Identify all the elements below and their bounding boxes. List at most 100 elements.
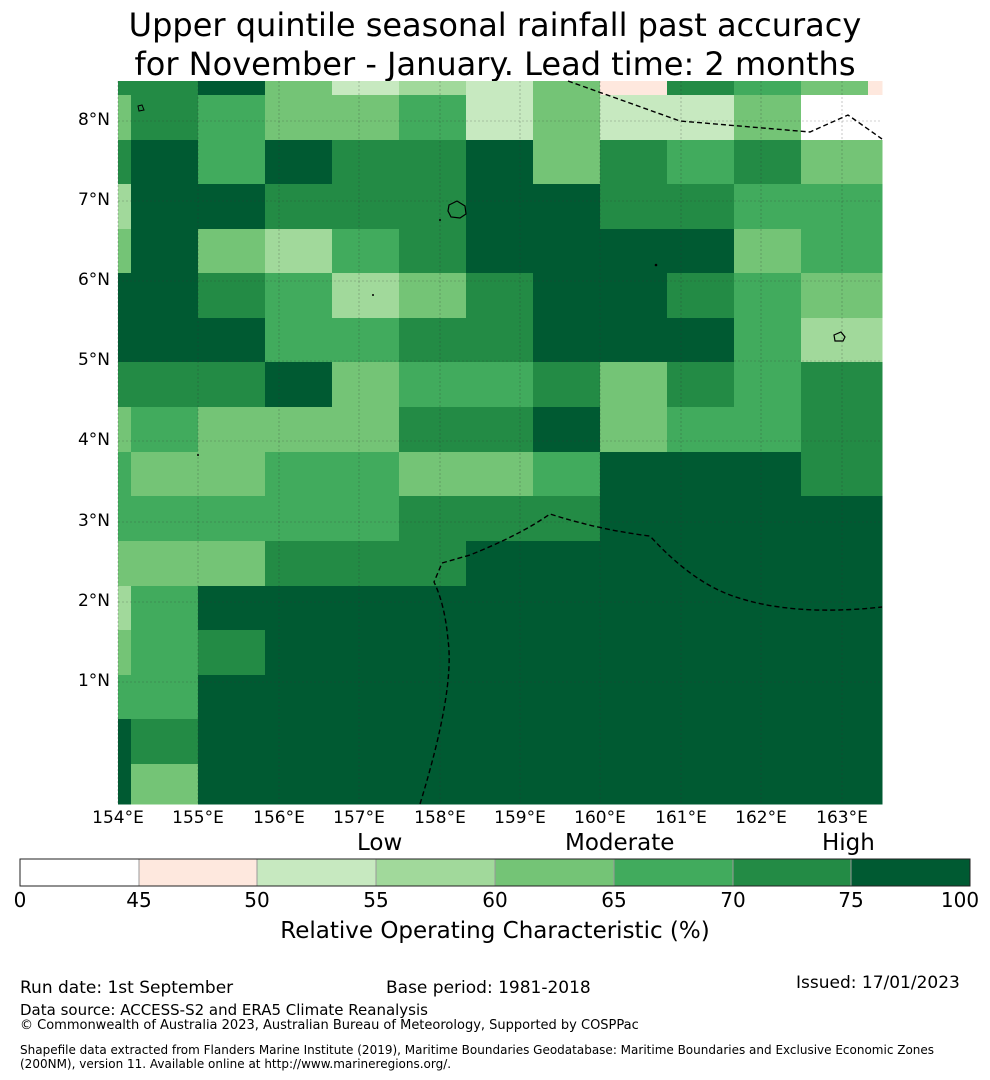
colorbar-tick-label: 60 xyxy=(482,888,508,912)
roc-grid-cell xyxy=(667,273,735,319)
roc-grid-cell xyxy=(399,407,467,453)
roc-grid-cell xyxy=(131,184,199,230)
roc-grid-cell xyxy=(466,407,534,453)
latitude-label: 8°N xyxy=(77,110,110,130)
roc-grid-cell xyxy=(399,675,467,720)
roc-grid-cell xyxy=(600,719,668,765)
roc-grid-cell xyxy=(466,81,534,96)
roc-grid-cell xyxy=(533,81,601,96)
shapefile-credit-line-1: Shapefile data extracted from Flanders M… xyxy=(20,1043,935,1057)
roc-grid-cell xyxy=(868,184,883,230)
roc-grid-cell xyxy=(600,541,668,587)
roc-grid-cell xyxy=(198,318,266,363)
roc-grid-cell xyxy=(332,318,400,363)
longitude-label: 161°E xyxy=(655,808,707,828)
roc-grid-cell xyxy=(466,586,534,631)
roc-grid-cell xyxy=(600,95,668,141)
roc-grid-cell xyxy=(131,273,199,319)
roc-grid-cell xyxy=(533,95,601,141)
roc-grid-cell xyxy=(868,273,883,319)
roc-grid-cell xyxy=(600,675,668,720)
roc-grid-cell xyxy=(198,81,266,96)
roc-grid-cell xyxy=(533,407,601,453)
colorbar-segment xyxy=(256,858,377,887)
roc-grid-cell xyxy=(667,229,735,274)
islands xyxy=(137,104,846,456)
colorbar-tick-label: 75 xyxy=(838,888,864,912)
roc-grid-cell xyxy=(801,184,869,230)
roc-grid-cell xyxy=(131,675,199,720)
latitude-label: 5°N xyxy=(77,350,110,370)
roc-grid-cell xyxy=(734,229,802,274)
roc-grid-cell xyxy=(131,362,199,408)
roc-grid-cell xyxy=(600,184,668,230)
roc-grid-cell xyxy=(801,452,869,497)
roc-grid-cell xyxy=(466,273,534,319)
roc-grid-cell xyxy=(533,184,601,230)
roc-grid-cell xyxy=(868,719,883,765)
roc-grid-cell xyxy=(198,362,266,408)
roc-grid-cell xyxy=(734,675,802,720)
roc-grid-cell xyxy=(118,586,132,631)
roc-grid-cell xyxy=(801,541,869,587)
roc-grid-cell xyxy=(131,407,199,453)
roc-grid-cell xyxy=(118,95,132,141)
roc-grid-cell xyxy=(265,362,333,408)
roc-grid-cell xyxy=(131,140,199,185)
roc-grid-cell xyxy=(533,140,601,185)
colorbar-tick-label: 50 xyxy=(244,888,270,912)
latitude-label: 7°N xyxy=(77,190,110,210)
roc-grid-cell xyxy=(198,675,266,720)
roc-grid-cell xyxy=(265,407,333,453)
longitude-label: 156°E xyxy=(253,808,305,828)
roc-grid-cell xyxy=(118,318,132,363)
roc-grid-cell xyxy=(801,764,869,805)
roc-grid-cell xyxy=(600,318,668,363)
graticule xyxy=(117,81,882,804)
roc-grid-cell xyxy=(466,630,534,676)
latitude-label: 4°N xyxy=(77,430,110,450)
roc-grid-cell xyxy=(198,273,266,319)
roc-grid-cell xyxy=(131,586,199,631)
roc-grid-cell xyxy=(466,764,534,805)
roc-grid-cell xyxy=(118,496,132,542)
roc-grid-cell xyxy=(801,362,869,408)
roc-grid-cell xyxy=(734,630,802,676)
roc-grid-cell xyxy=(466,541,534,587)
roc-grid-cell xyxy=(667,719,735,765)
colorbar-tick-label: 55 xyxy=(363,888,389,912)
colorbar-segment xyxy=(138,858,258,887)
roc-grid-cell xyxy=(198,586,266,631)
latitude-label: 2°N xyxy=(77,591,110,611)
roc-grid-cell xyxy=(198,764,266,805)
roc-grid-cell xyxy=(667,81,735,96)
roc-grid-cell xyxy=(466,719,534,765)
roc-grid-cell xyxy=(801,675,869,720)
roc-grid-cell xyxy=(332,541,400,587)
roc-grid-cell xyxy=(466,496,534,542)
roc-grid-cell xyxy=(118,630,132,676)
shapefile-credit-line-2: (200NM), version 11. Available online at… xyxy=(20,1057,452,1071)
roc-grid-cell xyxy=(118,675,132,720)
roc-grid-cell xyxy=(198,140,266,185)
roc-grid-cell xyxy=(265,229,333,274)
colorbar-tick-label: 45 xyxy=(126,888,152,912)
colorbar-tick-label: 70 xyxy=(720,888,746,912)
roc-grid-cell xyxy=(118,452,132,497)
roc-grid-cell xyxy=(332,764,400,805)
roc-grid-cell xyxy=(265,719,333,765)
roc-grid-cell xyxy=(332,407,400,453)
roc-grid-cell xyxy=(734,318,802,363)
map-title-line-1: Upper quintile seasonal rainfall past ac… xyxy=(128,6,862,44)
roc-grid-cell xyxy=(801,407,869,453)
roc-grid-cell xyxy=(801,496,869,542)
roc-grid-cell xyxy=(868,229,883,274)
roc-grid-cell xyxy=(118,81,132,96)
roc-grid-cell xyxy=(734,764,802,805)
roc-grid-cell xyxy=(600,630,668,676)
longitude-label: 160°E xyxy=(574,808,626,828)
roc-grid-cell xyxy=(734,719,802,765)
roc-grid-cell xyxy=(734,81,802,96)
base-period: Base period: 1981-2018 xyxy=(386,978,591,998)
roc-grid-cell xyxy=(667,184,735,230)
